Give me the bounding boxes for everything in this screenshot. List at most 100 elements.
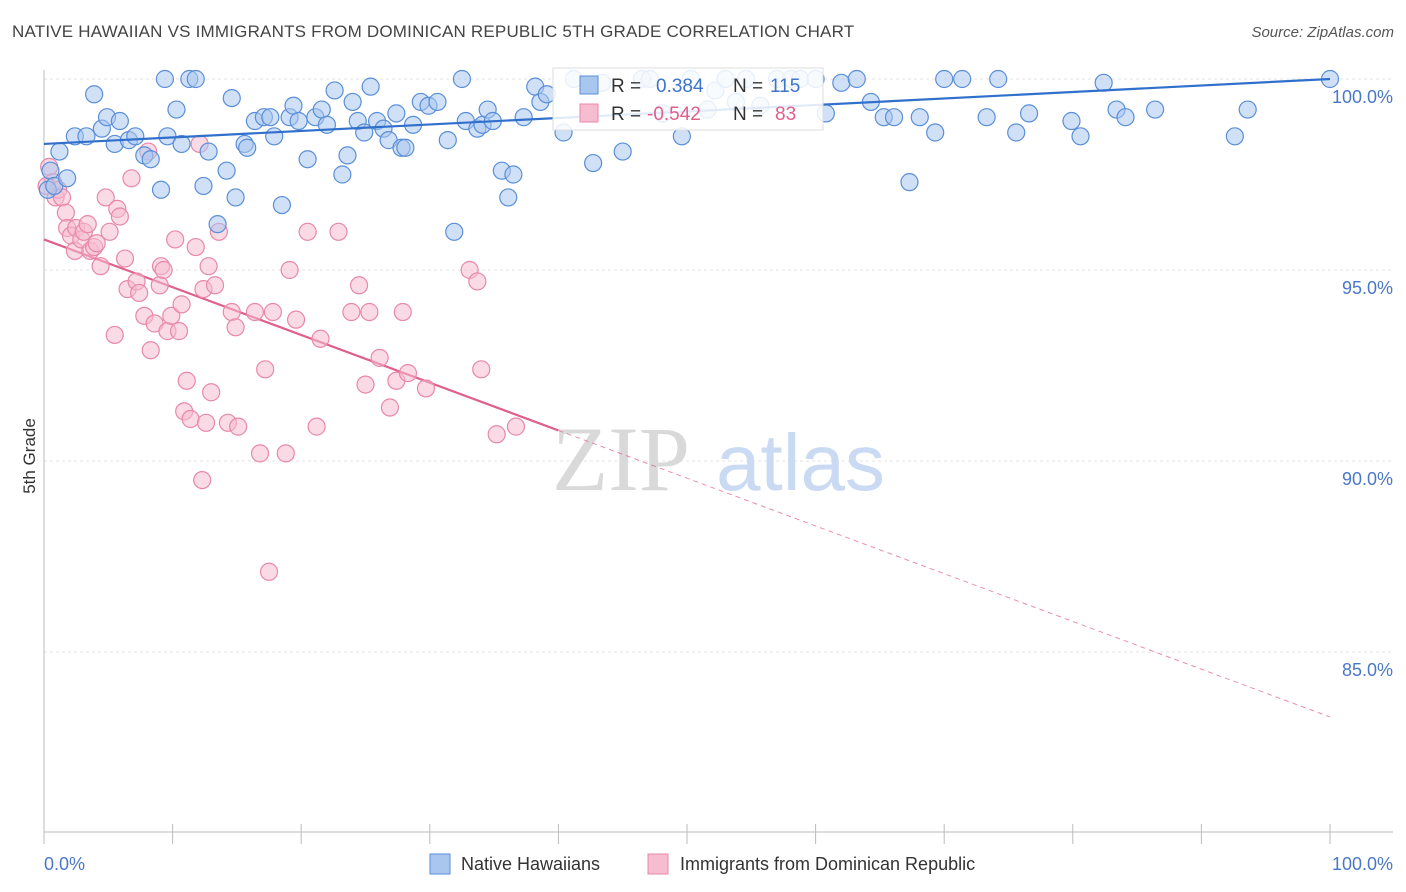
blue-point — [58, 169, 77, 188]
blue-point — [438, 131, 457, 150]
pink-point — [177, 371, 196, 390]
legend-swatch-dominican-republic — [647, 853, 669, 875]
blue-point — [1116, 108, 1135, 127]
pink-point — [87, 234, 106, 253]
stats-blue-n-value: 115 — [770, 76, 800, 97]
pink-point — [263, 302, 283, 322]
pink-point — [250, 444, 270, 463]
blue-point — [832, 73, 851, 92]
blue-point — [396, 138, 415, 157]
blue-point — [167, 100, 186, 119]
pink-point — [105, 325, 124, 345]
blue-point — [977, 108, 996, 127]
blue-point — [989, 69, 1008, 89]
pink-point — [468, 272, 487, 291]
blue-point — [50, 142, 69, 161]
blue-point — [1225, 127, 1244, 146]
blue-point — [613, 142, 632, 161]
blue-point — [222, 88, 241, 108]
legend-label-dominican-republic: Immigrants from Dominican Republic — [680, 854, 975, 874]
y-tick-label: 95.0% — [1342, 278, 1393, 298]
pink-point — [166, 230, 185, 249]
pink-point — [487, 425, 506, 444]
watermark-zip: ZIP — [552, 408, 690, 510]
blue-point — [272, 195, 292, 215]
blue-point — [1071, 127, 1090, 146]
blue-point — [1019, 104, 1039, 123]
axes-layer — [43, 70, 1393, 844]
blue-point — [343, 92, 362, 112]
blue-point — [338, 146, 357, 165]
x-tick-label: 0.0% — [44, 854, 85, 874]
pink-point — [78, 215, 97, 234]
pink-point — [186, 237, 205, 257]
pink-point — [205, 276, 225, 295]
pink-point — [393, 302, 412, 322]
blue-point — [361, 77, 380, 96]
pink-point — [307, 417, 326, 436]
pink-point — [196, 413, 216, 432]
pink-point — [416, 379, 436, 398]
blue-point — [155, 69, 174, 89]
pink-point — [506, 417, 526, 436]
blue-point — [110, 111, 129, 131]
blue-point — [172, 134, 191, 154]
blue-point — [926, 123, 945, 142]
pink-trend-line — [43, 238, 559, 432]
blue-point — [194, 176, 213, 196]
blue-point — [884, 108, 904, 127]
blue-point — [284, 96, 303, 115]
stats-pink-n-value: 83 — [775, 104, 796, 125]
chart-source: Source: ZipAtlas.com — [1251, 24, 1394, 41]
blue-point — [584, 153, 603, 173]
pink-point — [245, 302, 265, 322]
blue-point — [199, 142, 218, 161]
blue-point — [847, 69, 866, 89]
legend: Native Hawaiians Immigrants from Dominic… — [429, 853, 975, 875]
y-axis-label: 5th Grade — [20, 418, 39, 494]
blue-point — [151, 180, 171, 199]
watermark: ZIP atlas — [552, 408, 885, 510]
x-tick-label: 100.0% — [1332, 854, 1393, 874]
pink-point — [222, 302, 241, 322]
pink-point — [298, 222, 317, 241]
stats-pink-r-value: -0.542 — [647, 104, 701, 125]
pink-point — [380, 398, 400, 417]
blue-point — [261, 108, 280, 127]
pink-point — [199, 257, 218, 276]
blue-point — [1094, 73, 1113, 92]
points-layer — [37, 69, 1340, 581]
pink-point — [150, 276, 169, 295]
pink-point — [193, 471, 212, 490]
pink-point — [329, 222, 348, 241]
pink-point — [276, 444, 295, 463]
y-tick-label: 85.0% — [1342, 660, 1393, 680]
pink-point — [181, 409, 200, 429]
pink-point — [280, 260, 299, 280]
x-tick-labels: 0.0% 100.0% — [44, 854, 1393, 874]
pink-point — [286, 310, 306, 329]
pink-point — [172, 295, 191, 314]
pink-point — [311, 329, 330, 348]
blue-point — [452, 69, 472, 89]
blue-point — [1146, 100, 1165, 119]
blue-point — [900, 173, 919, 192]
blue-point — [1062, 111, 1081, 131]
pink-point — [229, 417, 248, 436]
y-tick-labels: 85.0% 90.0% 95.0% 100.0% — [1332, 87, 1393, 680]
blue-point — [514, 108, 533, 127]
pink-point — [398, 364, 418, 383]
y-tick-label: 90.0% — [1342, 469, 1393, 489]
pink-point — [91, 257, 110, 276]
pink-point — [169, 322, 189, 341]
y-tick-label: 100.0% — [1332, 87, 1393, 107]
blue-point — [226, 188, 245, 207]
legend-swatch-native-hawaiians — [429, 853, 451, 875]
blue-point — [289, 111, 308, 131]
pink-point — [141, 341, 160, 360]
blue-point — [312, 100, 331, 119]
pink-trend-extension — [558, 429, 1331, 718]
pink-point — [226, 318, 245, 337]
pink-point — [342, 302, 361, 322]
